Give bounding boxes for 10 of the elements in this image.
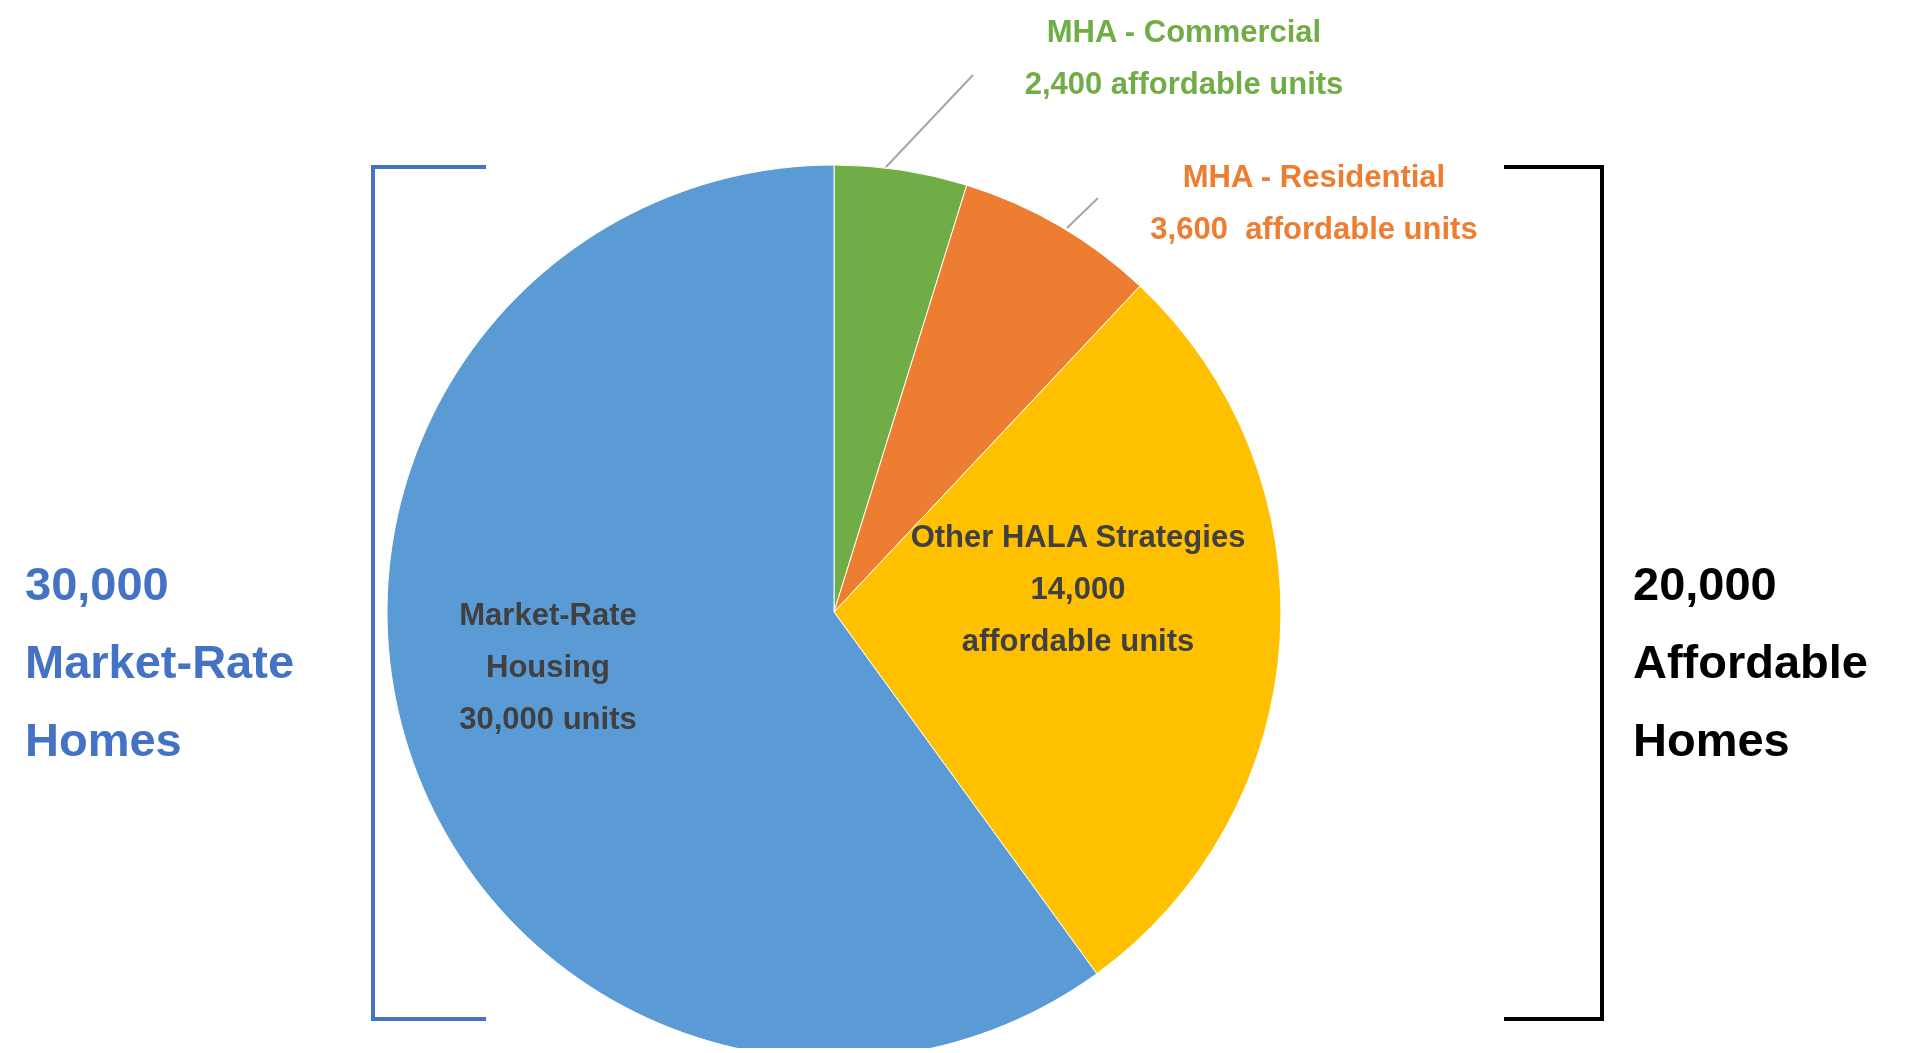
slice-label: MHA - Residential: [1182, 159, 1446, 195]
data-label: 14,000 affordable units: [961, 571, 1195, 659]
data-label: 3,600 affordable units: [1150, 211, 1478, 247]
slice-label: Market-Rate Housing: [459, 597, 637, 685]
slice-label: MHA - Commercial: [1046, 14, 1322, 50]
data-label: 30,000 units: [459, 701, 637, 737]
text: 30,000 Market-Rate Homes: [25, 557, 295, 766]
text: 20,000 Affordable Homes: [1633, 557, 1868, 766]
data-label: 2,400 affordable units: [1024, 66, 1344, 102]
slice-label: Other HALA Strategies: [910, 519, 1246, 555]
